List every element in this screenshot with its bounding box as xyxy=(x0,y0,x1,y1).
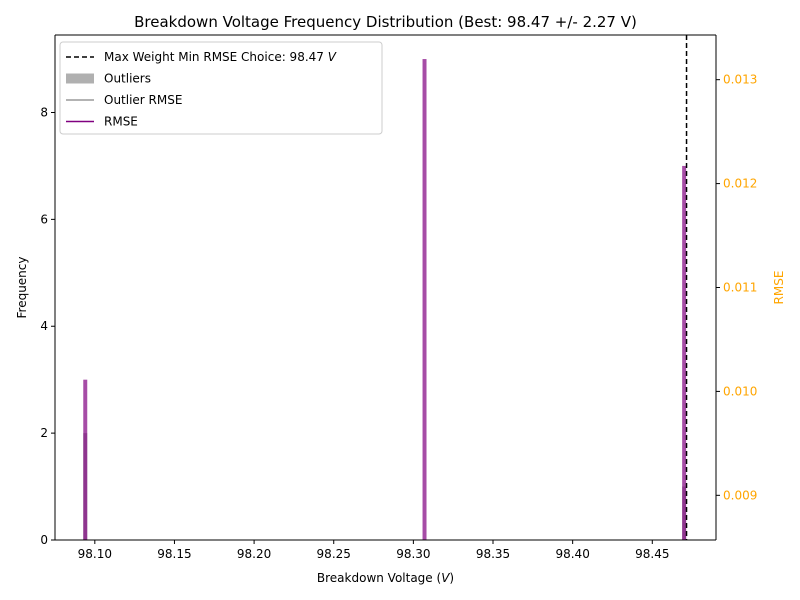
legend-label: RMSE xyxy=(104,115,138,129)
plot-area: Breakdown Voltage Frequency Distribution… xyxy=(15,13,786,585)
y-right-tick-label: 0.009 xyxy=(723,488,757,502)
rmse-bar xyxy=(83,379,88,540)
x-tick-label: 98.15 xyxy=(157,547,191,561)
y-right-tick-label: 0.010 xyxy=(723,384,757,398)
legend-marker xyxy=(66,73,94,84)
y-right-tick-label: 0.011 xyxy=(723,281,757,295)
chart-title: Breakdown Voltage Frequency Distribution… xyxy=(134,13,637,31)
x-tick-label: 98.25 xyxy=(317,547,351,561)
x-tick-label: 98.30 xyxy=(396,547,430,561)
y-right-tick-label: 0.012 xyxy=(723,177,757,191)
x-axis-label: Breakdown Voltage (V) xyxy=(317,571,454,585)
y-right-tick-label: 0.013 xyxy=(723,73,757,87)
y-tick-label: 6 xyxy=(40,212,48,226)
y-tick-label: 0 xyxy=(40,533,48,547)
y-tick-label: 2 xyxy=(40,426,48,440)
y-right-axis-label: RMSE xyxy=(772,271,786,305)
y-axis-label: Frequency xyxy=(15,257,29,319)
legend-label: Max Weight Min RMSE Choice: 98.47 V xyxy=(104,50,337,64)
x-tick-label: 98.35 xyxy=(476,547,510,561)
x-tick-label: 98.45 xyxy=(635,547,669,561)
legend-label: Outlier RMSE xyxy=(104,93,182,107)
rmse-bar xyxy=(422,59,427,541)
y-tick-label: 4 xyxy=(40,319,48,333)
x-tick-label: 98.10 xyxy=(78,547,112,561)
x-tick-label: 98.40 xyxy=(555,547,589,561)
legend-label: Outliers xyxy=(104,72,151,86)
y-tick-label: 8 xyxy=(40,105,48,119)
rmse-bar xyxy=(682,165,687,541)
legend-box xyxy=(59,41,383,135)
x-tick-label: 98.20 xyxy=(237,547,271,561)
